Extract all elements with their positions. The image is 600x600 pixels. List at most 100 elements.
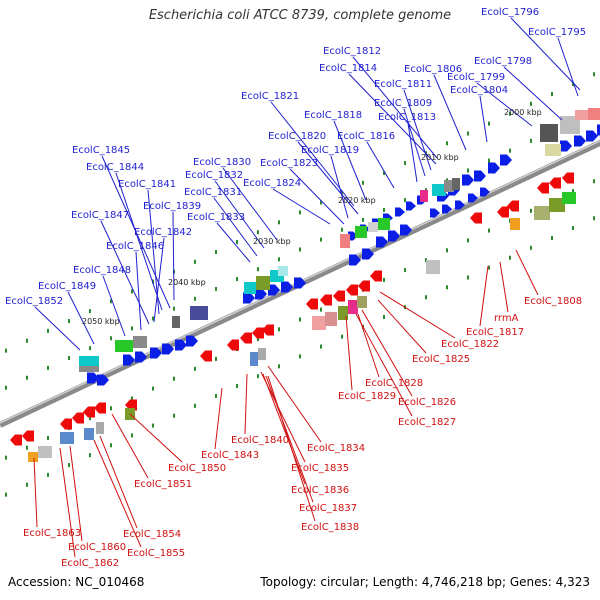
reverse-gene-label: EcolC_1843 <box>201 450 259 461</box>
tick-mark <box>383 314 385 319</box>
tick-mark <box>194 259 196 264</box>
tick-mark <box>89 346 91 351</box>
tick-mark <box>446 248 448 253</box>
tick-mark <box>5 455 7 460</box>
tick-mark <box>110 406 112 411</box>
reverse-gene-label: EcolC_1854 <box>123 529 181 540</box>
tick-mark <box>299 317 301 322</box>
forward-gene-label: EcolC_1847 <box>71 210 129 221</box>
leader-line <box>222 167 278 241</box>
reverse-genes <box>10 172 574 446</box>
forward-gene-label: EcolC_1795 <box>528 27 586 38</box>
forward-gene-label: EcolC_1804 <box>450 85 508 96</box>
leader-line <box>34 306 81 351</box>
leader-line <box>267 375 316 522</box>
forward-gene-label: EcolC_1839 <box>143 201 201 212</box>
forward-gene-label: EcolC_1818 <box>304 110 362 121</box>
tick-mark <box>152 279 154 284</box>
feature-block <box>244 282 256 294</box>
forward-gene-arrow <box>87 372 99 384</box>
feature-block <box>340 234 350 248</box>
tick-mark <box>194 366 196 371</box>
forward-gene-arrow <box>480 187 490 197</box>
leader-line <box>267 365 322 443</box>
forward-gene-arrow <box>462 174 474 186</box>
tick-mark <box>572 189 574 194</box>
leader-line <box>330 155 349 219</box>
tick-mark <box>173 413 175 418</box>
tick-mark <box>509 255 511 260</box>
reverse-gene-label: EcolC_1834 <box>307 443 365 454</box>
forward-gene-arrow <box>186 335 198 347</box>
tick-mark <box>152 386 154 391</box>
tick-mark <box>131 396 133 401</box>
tick-mark <box>278 327 280 332</box>
forward-gene-label: EcolC_1820 <box>268 131 326 142</box>
forward-gene-arrow <box>150 347 162 359</box>
feature-block <box>278 266 288 276</box>
tick-mark <box>257 374 259 379</box>
reverse-gene-label: EcolC_1855 <box>127 548 185 559</box>
tick-mark <box>362 180 364 185</box>
tick-mark <box>572 226 574 231</box>
tick-mark <box>47 435 49 440</box>
feature-block <box>540 124 558 142</box>
reverse-gene-label: EcolC_1838 <box>301 522 359 533</box>
feature-block <box>426 260 440 274</box>
reverse-gene-arrow <box>562 172 574 184</box>
tick-mark <box>383 277 385 282</box>
feature-block <box>560 116 580 134</box>
reverse-gene-arrow <box>470 212 482 224</box>
forward-gene-arrow <box>162 343 174 355</box>
reverse-gene-label: EcolC_1863 <box>23 528 81 539</box>
feature-block <box>79 366 99 372</box>
tick-mark <box>131 433 133 438</box>
forward-gene-arrow <box>574 135 586 147</box>
tick-mark <box>551 91 553 96</box>
leader-line <box>352 56 438 159</box>
leader-line <box>333 120 367 201</box>
tick-mark <box>215 393 217 398</box>
leader-line <box>361 309 413 397</box>
tick-mark <box>320 237 322 242</box>
scale-label-2020: 2020 kbp <box>338 196 376 205</box>
tick-mark <box>383 170 385 175</box>
leader-line <box>100 220 150 325</box>
forward-gene-label: EcolC_1848 <box>73 265 131 276</box>
feature-block <box>357 296 367 308</box>
forward-gene-arrow <box>376 236 388 248</box>
leader-line <box>262 373 306 485</box>
forward-gene-label: EcolC_1830 <box>193 157 251 168</box>
tick-mark <box>26 482 28 487</box>
leader-line <box>102 275 126 337</box>
reverse-gene-label: EcolC_1860 <box>68 542 126 553</box>
tick-mark <box>194 296 196 301</box>
tick-mark <box>110 336 112 341</box>
leader-line <box>135 251 142 331</box>
tick-mark <box>194 403 196 408</box>
tick-mark <box>215 249 217 254</box>
forward-gene-arrow <box>430 208 440 218</box>
leader-line <box>479 265 489 327</box>
reverse-gene-arrow <box>497 206 509 218</box>
reverse-gene-arrow <box>240 332 252 344</box>
forward-gene-arrow <box>268 284 280 296</box>
reverse-gene-label: EcolC_1851 <box>134 479 192 490</box>
forward-gene-arrow <box>500 154 512 166</box>
leader-line <box>265 375 314 503</box>
reverse-gene-arrow <box>60 418 72 430</box>
forward-gene-arrow <box>488 162 500 174</box>
forward-gene-label: EcolC_1841 <box>118 179 176 190</box>
reverse-gene-arrow <box>94 402 106 414</box>
tick-mark <box>68 356 70 361</box>
feature-block <box>312 316 326 330</box>
reverse-gene-arrow <box>346 284 358 296</box>
tick-mark <box>110 443 112 448</box>
feature-block <box>444 180 454 192</box>
tick-mark <box>446 285 448 290</box>
forward-gene-arrow <box>175 339 187 351</box>
feature-block <box>562 192 576 204</box>
forward-gene-label: EcolC_1821 <box>241 91 299 102</box>
tick-mark <box>320 307 322 312</box>
scale-label-2030: 2030 kbp <box>253 237 291 246</box>
